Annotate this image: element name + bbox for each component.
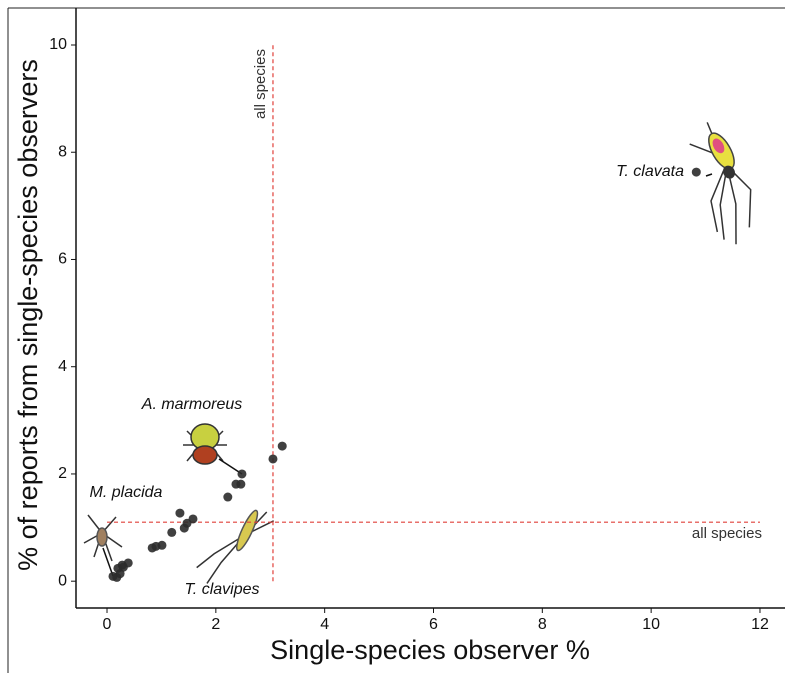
point: [112, 572, 122, 582]
y-tick-label: 2: [58, 465, 67, 482]
point: [268, 454, 278, 464]
annotation: A. marmoreus: [141, 396, 242, 413]
y-tick-label: 0: [58, 572, 67, 589]
point: [179, 523, 189, 533]
y-tick-label: 6: [58, 251, 67, 268]
x-tick-label: 6: [429, 616, 438, 633]
annotation: T. clavipes: [185, 581, 260, 598]
x-tick-label: 12: [751, 616, 769, 633]
annotation: M. placida: [90, 484, 163, 501]
x-tick-label: 0: [103, 616, 112, 633]
reference-label: all species: [252, 49, 269, 119]
leader-line: [102, 547, 114, 577]
point: [167, 527, 177, 537]
y-tick-label: 10: [49, 36, 67, 53]
annotation: T. clavata: [616, 163, 684, 180]
y-tick-label: 4: [58, 358, 67, 375]
x-tick-label: 2: [211, 616, 220, 633]
point: [175, 508, 185, 518]
reference-label: all species: [692, 525, 762, 542]
point: [237, 469, 247, 479]
point: [691, 167, 701, 177]
point: [223, 492, 233, 502]
y-tick-label: 8: [58, 143, 67, 160]
x-tick-label: 4: [320, 616, 329, 633]
point: [236, 479, 246, 489]
leader-lines: [102, 173, 713, 577]
point: [277, 441, 287, 451]
leader-line: [218, 458, 243, 475]
spider-illustration: [83, 122, 752, 584]
y-axis-title: % of reports from single-species observe…: [13, 59, 43, 571]
x-tick-label: 8: [538, 616, 547, 633]
x-axis-title: Single-species observer %: [270, 635, 590, 665]
leader-line: [705, 173, 713, 177]
x-tick-label: 10: [642, 616, 660, 633]
point: [147, 543, 157, 553]
